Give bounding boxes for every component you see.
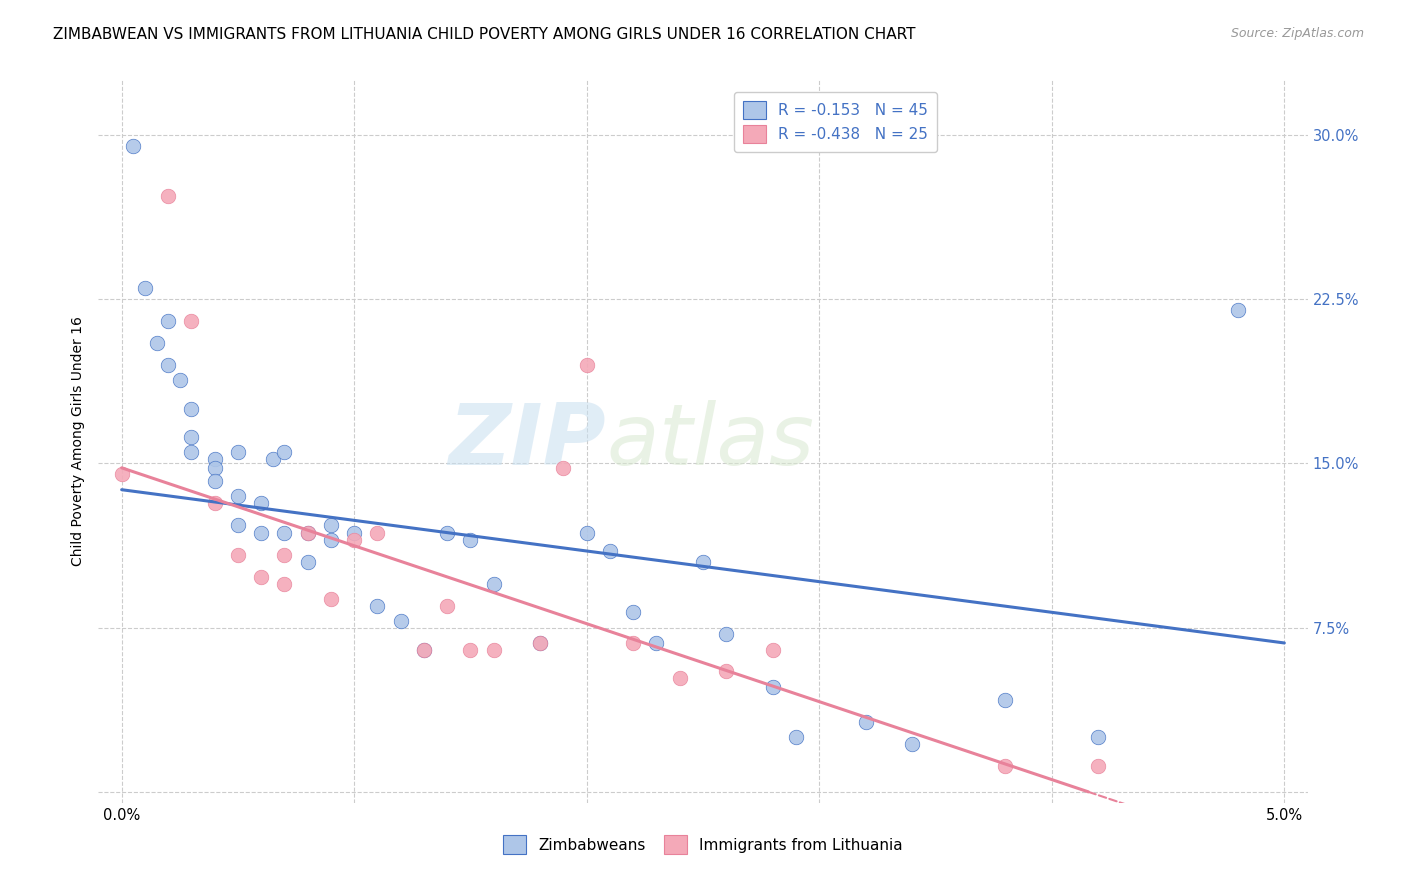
Point [250, 496, 273, 510]
Point [1087, 758, 1109, 772]
Point [204, 474, 226, 488]
Point [621, 605, 644, 619]
Point [273, 526, 295, 541]
Point [436, 599, 458, 613]
Point [262, 452, 284, 467]
Point [389, 614, 412, 628]
Point [122, 139, 145, 153]
Point [762, 642, 785, 657]
Point [297, 526, 319, 541]
Point [297, 555, 319, 569]
Point [553, 460, 575, 475]
Point [716, 627, 738, 641]
Point [157, 358, 180, 372]
Text: atlas: atlas [606, 400, 814, 483]
Point [319, 592, 342, 607]
Point [901, 737, 924, 751]
Text: ZIP: ZIP [449, 400, 606, 483]
Point [204, 496, 226, 510]
Point [226, 489, 249, 503]
Point [226, 517, 249, 532]
Point [436, 526, 458, 541]
Point [273, 445, 295, 459]
Point [413, 642, 436, 657]
Point [785, 730, 807, 744]
Point [273, 549, 295, 563]
Point [460, 642, 482, 657]
Point [645, 636, 668, 650]
Point [855, 714, 877, 729]
Point [366, 526, 388, 541]
Point [204, 460, 226, 475]
Point [482, 577, 505, 591]
Point [111, 467, 134, 482]
Y-axis label: Child Poverty Among Girls Under 16: Child Poverty Among Girls Under 16 [72, 317, 86, 566]
Point [169, 373, 191, 387]
Point [226, 445, 249, 459]
Point [692, 555, 714, 569]
Point [134, 281, 156, 295]
Point [529, 636, 551, 650]
Point [180, 445, 202, 459]
Point [145, 336, 167, 351]
Point [529, 636, 551, 650]
Point [180, 430, 202, 444]
Legend: Zimbabweans, Immigrants from Lithuania: Zimbabweans, Immigrants from Lithuania [498, 830, 908, 860]
Point [226, 549, 249, 563]
Point [460, 533, 482, 547]
Point [599, 544, 621, 558]
Text: Source: ZipAtlas.com: Source: ZipAtlas.com [1230, 27, 1364, 40]
Point [273, 577, 295, 591]
Point [343, 526, 366, 541]
Point [180, 314, 202, 328]
Point [575, 358, 598, 372]
Point [994, 758, 1017, 772]
Point [157, 314, 180, 328]
Point [297, 526, 319, 541]
Point [343, 533, 366, 547]
Point [482, 642, 505, 657]
Text: ZIMBABWEAN VS IMMIGRANTS FROM LITHUANIA CHILD POVERTY AMONG GIRLS UNDER 16 CORRE: ZIMBABWEAN VS IMMIGRANTS FROM LITHUANIA … [53, 27, 915, 42]
Point [575, 526, 598, 541]
Point [250, 526, 273, 541]
Point [250, 570, 273, 584]
Point [668, 671, 690, 685]
Point [1226, 303, 1249, 318]
Point [413, 642, 436, 657]
Point [319, 533, 342, 547]
Point [319, 517, 342, 532]
Point [1087, 730, 1109, 744]
Point [994, 693, 1017, 707]
Point [621, 636, 644, 650]
Point [366, 599, 388, 613]
Point [180, 401, 202, 416]
Point [716, 665, 738, 679]
Point [157, 189, 180, 203]
Point [762, 680, 785, 694]
Point [204, 452, 226, 467]
